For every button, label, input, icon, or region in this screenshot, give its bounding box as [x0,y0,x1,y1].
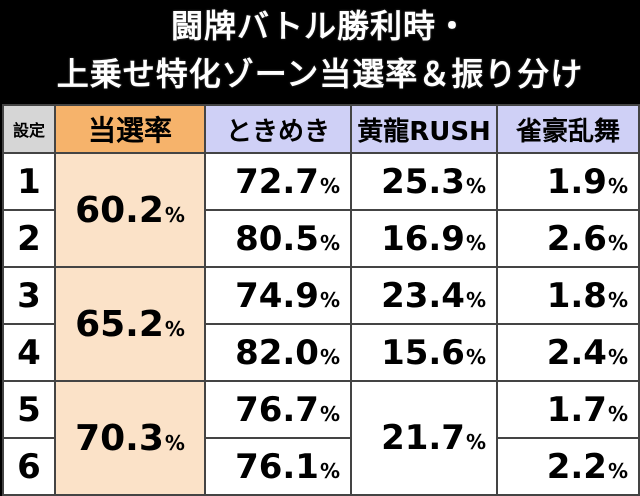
tokimeki-value: 72.7% [204,152,352,211]
tokimeki-value: 82.0% [204,323,352,382]
percent-sign: % [164,316,185,341]
jakugo-value: 2.6% [496,209,640,268]
tokimeki-value: 76.7% [204,380,352,439]
header-rate: 当選率 [54,104,206,154]
tokimeki-value: 76.1% [204,437,352,496]
rate-value: 65.2 [75,303,164,345]
jakugo-value: 2.4% [496,323,640,382]
header-setting: 設定 [2,104,56,154]
header-tokimeki: ときめき [204,104,352,154]
setting-number: 2 [2,209,56,268]
rate-value: 60.2 [75,189,164,231]
percent-sign: % [164,202,185,227]
title-banner: 闘牌バトル勝利時・ 上乗せ特化ゾーン当選率＆振り分け [0,0,640,102]
table-row: 5 70.3% 76.7% 21.7% 1.7% [2,380,640,496]
table-row: 2 80.5% 16.9% 2.6% [2,209,640,268]
setting-number: 3 [2,266,56,325]
table-row: 1 60.2% 72.7% 25.3% 1.9% [2,152,640,268]
jakugo-value: 1.9% [496,152,640,211]
table-row: 6 76.1% 2.2% [2,437,640,496]
tokimeki-value: 74.9% [204,266,352,325]
table-header-row: 設定 当選率 ときめき 黄龍RUSH 雀豪乱舞 [2,104,640,154]
korin-value: 16.9% [350,209,498,268]
setting-number: 1 [2,152,56,211]
rate-cell: 70.3% [54,380,206,496]
tokimeki-value: 80.5% [204,209,352,268]
setting-number: 6 [2,437,56,496]
rate-cell: 65.2% [54,266,206,382]
jakugo-value: 1.8% [496,266,640,325]
percent-sign: % [164,430,185,455]
header-jakugo-ranbu: 雀豪乱舞 [496,104,640,154]
korin-value: 25.3% [350,152,498,211]
setting-number: 5 [2,380,56,439]
title-line-2: 上乗せ特化ゾーン当選率＆振り分け [56,55,584,93]
setting-number: 4 [2,323,56,382]
rate-value: 70.3 [75,417,164,459]
korin-value-merged: 21.7% [350,380,498,496]
rate-table: 設定 当選率 ときめき 黄龍RUSH 雀豪乱舞 1 60.2% 72.7% 25… [2,104,640,496]
header-korin-rush: 黄龍RUSH [350,104,498,154]
jakugo-value: 1.7% [496,380,640,439]
korin-value: 23.4% [350,266,498,325]
rate-cell: 60.2% [54,152,206,268]
korin-value: 15.6% [350,323,498,382]
table-row: 3 65.2% 74.9% 23.4% 1.8% [2,266,640,382]
title-line-1: 闘牌バトル勝利時・ [171,7,469,45]
jakugo-value: 2.2% [496,437,640,496]
table-row: 4 82.0% 15.6% 2.4% [2,323,640,382]
